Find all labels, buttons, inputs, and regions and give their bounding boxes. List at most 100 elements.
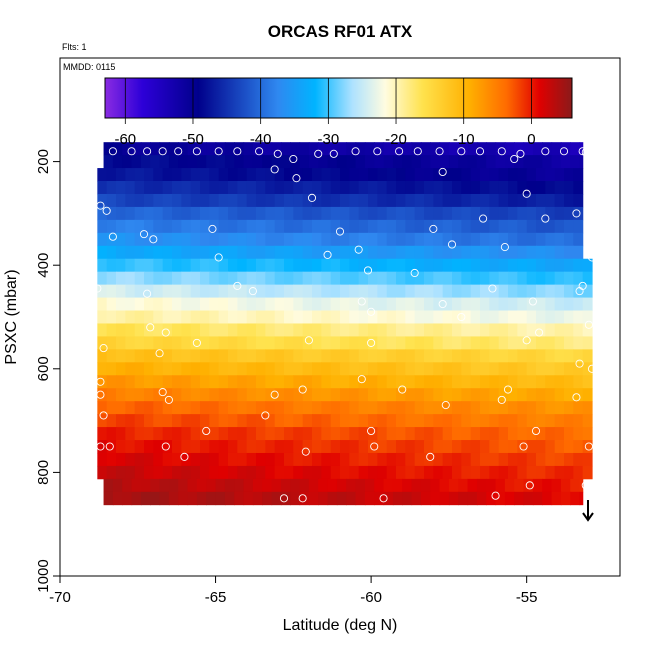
- heatmap-cell: [112, 155, 123, 169]
- heatmap-cell: [321, 232, 332, 247]
- heatmap-cell: [312, 465, 322, 480]
- heatmap-cell: [265, 219, 276, 234]
- heatmap-cell: [299, 491, 310, 506]
- heatmap-cell: [452, 284, 462, 298]
- heatmap-cell: [274, 206, 285, 221]
- heatmap-cell: [396, 375, 406, 389]
- heatmap-cell: [573, 440, 584, 454]
- heatmap-cell: [153, 440, 164, 454]
- observation-point: [233, 281, 242, 290]
- heatmap-cell: [196, 142, 207, 156]
- heatmap-cell: [358, 427, 369, 441]
- heatmap-cell: [265, 349, 276, 363]
- heatmap-cell: [470, 168, 481, 182]
- heatmap-cell: [144, 375, 154, 389]
- heatmap-cell: [312, 349, 322, 363]
- heatmap-cell: [523, 478, 534, 493]
- heatmap-cell: [293, 297, 304, 311]
- heatmap-cell: [495, 478, 506, 493]
- heatmap-cell: [504, 478, 515, 493]
- heatmap-cell: [172, 232, 182, 247]
- heatmap-cell: [172, 297, 182, 311]
- heatmap-cell: [131, 155, 142, 169]
- heatmap-cell: [358, 206, 369, 221]
- observation-point: [535, 328, 544, 337]
- heatmap-cell: [330, 219, 341, 234]
- heatmap-cell: [256, 193, 266, 208]
- heatmap-cell: [355, 491, 366, 506]
- heatmap-cell: [560, 491, 571, 506]
- heatmap-cell: [106, 362, 117, 376]
- heatmap-cell: [172, 258, 182, 273]
- heatmap-cell: [486, 142, 497, 156]
- heatmap-cell: [358, 323, 369, 337]
- heatmap-cell: [321, 323, 332, 337]
- heatmap-cell: [489, 310, 500, 324]
- heatmap-cell: [452, 258, 462, 273]
- heatmap-cell: [125, 414, 136, 428]
- heatmap-cell: [508, 401, 518, 415]
- heatmap-cell: [274, 440, 285, 454]
- heatmap-cell: [368, 232, 378, 247]
- heatmap-cell: [396, 219, 406, 234]
- heatmap-cell: [368, 271, 378, 286]
- heatmap-cell: [526, 232, 537, 247]
- heatmap-cell: [582, 375, 593, 389]
- heatmap-cell: [181, 258, 192, 273]
- heatmap-cell: [330, 168, 341, 182]
- heatmap-cell: [144, 323, 154, 337]
- heatmap-cell: [346, 491, 357, 506]
- heatmap-cell: [159, 142, 170, 156]
- heatmap-cell: [480, 219, 490, 234]
- heatmap-cell: [536, 375, 546, 389]
- heatmap-cell: [405, 284, 416, 298]
- heatmap-cell: [452, 219, 462, 234]
- heatmap-cell: [172, 219, 182, 234]
- observation-point: [279, 494, 289, 503]
- heatmap-cell: [284, 336, 294, 350]
- heatmap-cell: [274, 168, 285, 182]
- heatmap-cell: [470, 323, 481, 337]
- heatmap-cell: [489, 168, 500, 182]
- heatmap-cell: [125, 219, 136, 234]
- heatmap-cell: [265, 206, 276, 221]
- heatmap-cell: [172, 401, 182, 415]
- heatmap-cell: [318, 155, 329, 169]
- observation-markers: [93, 147, 597, 503]
- heatmap-cell: [122, 478, 133, 493]
- heatmap-cell: [526, 297, 537, 311]
- heatmap-cell: [209, 427, 220, 441]
- heatmap-cell: [420, 478, 431, 493]
- heatmap-cell: [265, 427, 276, 441]
- heatmap-cell: [134, 427, 145, 441]
- heatmap-cell: [312, 206, 322, 221]
- heatmap-cell: [178, 491, 189, 506]
- heatmap-cell: [125, 284, 136, 298]
- observation-point: [335, 227, 345, 236]
- heatmap-cell: [461, 258, 472, 273]
- heatmap-cell: [116, 284, 126, 298]
- heatmap-cell: [433, 323, 444, 337]
- heatmap-cell: [349, 401, 360, 415]
- heatmap-cell: [125, 465, 136, 480]
- heatmap-cell: [564, 401, 574, 415]
- heatmap-cell: [97, 336, 108, 350]
- heatmap-cell: [355, 142, 366, 156]
- date-label: MMDD: 0115: [63, 62, 115, 72]
- heatmap-cell: [200, 388, 210, 402]
- x-axis: -70 -65 -60 -55: [49, 576, 538, 606]
- heatmap-cell: [498, 452, 509, 467]
- heatmap-cell: [504, 491, 515, 506]
- heatmap-cell: [358, 245, 369, 260]
- heatmap-cell: [144, 271, 154, 286]
- heatmap-cell: [125, 427, 136, 441]
- heatmap-cell: [405, 168, 416, 182]
- heatmap-cell: [228, 232, 238, 247]
- heatmap-cell: [442, 427, 453, 441]
- heatmap-cell: [358, 258, 369, 273]
- heatmap-cell: [302, 375, 313, 389]
- heatmap-cell: [256, 271, 266, 286]
- heatmap-cell: [396, 336, 406, 350]
- heatmap-cell: [564, 310, 574, 324]
- heatmap-cell: [554, 245, 565, 260]
